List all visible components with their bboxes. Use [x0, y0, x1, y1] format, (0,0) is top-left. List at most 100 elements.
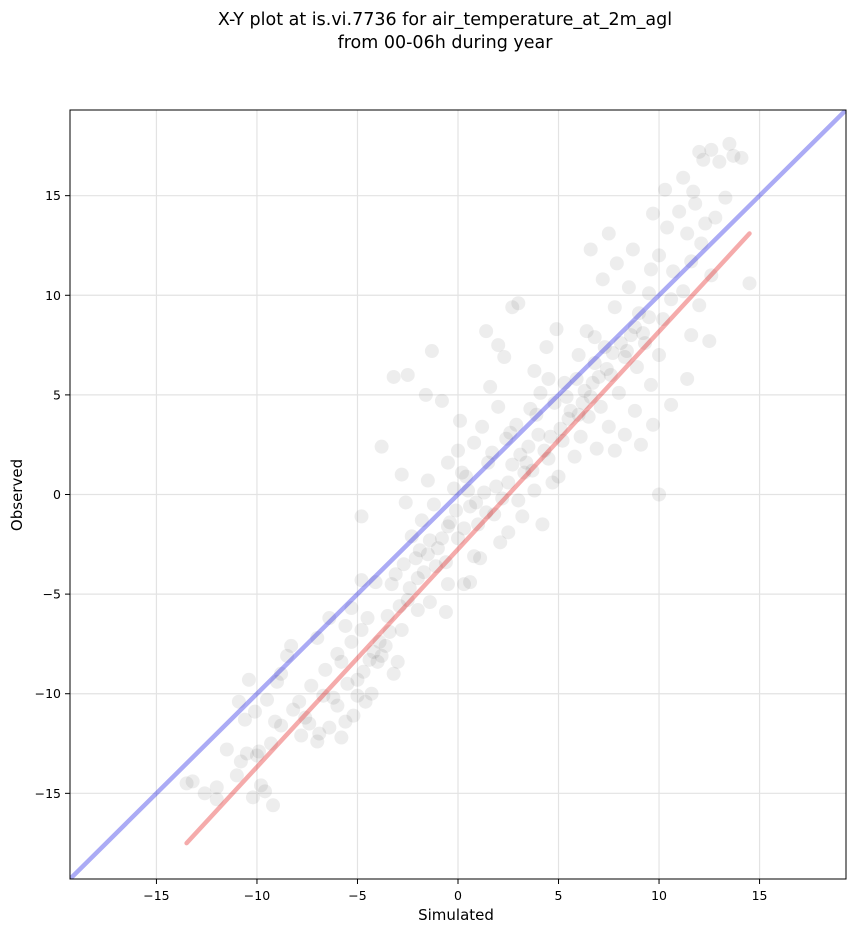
data-point: [643, 377, 658, 392]
y-tick-label: −10: [35, 686, 61, 701]
data-point: [266, 798, 281, 813]
data-point: [197, 786, 212, 801]
data-point: [698, 216, 713, 231]
data-point: [312, 726, 327, 741]
data-point: [434, 393, 449, 408]
data-point: [688, 196, 703, 211]
data-point: [692, 144, 707, 159]
data-point: [380, 609, 395, 624]
data-point: [589, 441, 604, 456]
data-point: [451, 443, 465, 458]
data-point: [294, 728, 309, 743]
data-point: [459, 469, 474, 484]
data-point: [549, 322, 564, 337]
data-point: [599, 361, 614, 376]
grid: [70, 110, 846, 879]
data-point: [487, 507, 502, 522]
y-tick-label: 5: [53, 387, 61, 402]
data-point: [438, 555, 453, 570]
data-point: [664, 292, 679, 307]
data-point: [513, 447, 528, 462]
data-point: [686, 184, 701, 199]
data-point: [440, 455, 455, 470]
data-point: [585, 375, 600, 390]
data-point: [708, 210, 723, 225]
data-point: [575, 395, 590, 410]
data-point: [344, 601, 359, 616]
scatter-points: [179, 136, 757, 813]
data-point: [422, 595, 437, 610]
data-point: [517, 465, 532, 480]
data-point: [455, 465, 470, 480]
data-point: [535, 517, 550, 532]
data-point: [284, 638, 299, 653]
data-point: [583, 389, 598, 404]
data-point: [646, 206, 661, 221]
data-point: [652, 487, 667, 502]
data-point: [621, 280, 636, 295]
data-point: [334, 730, 349, 745]
data-point: [394, 467, 409, 482]
data-point: [617, 350, 632, 365]
data-point: [442, 515, 457, 530]
data-point: [505, 300, 520, 315]
data-point: [398, 495, 413, 510]
y-tick-label: 10: [45, 288, 61, 303]
data-point: [326, 690, 341, 705]
data-point: [742, 276, 757, 291]
data-point: [559, 389, 574, 404]
data-point: [469, 495, 484, 510]
y-tick-label: 15: [45, 188, 61, 203]
data-point: [286, 702, 301, 717]
x-tick-label: −15: [143, 888, 169, 903]
data-point: [477, 485, 492, 500]
data-point: [368, 575, 383, 590]
data-point: [258, 784, 273, 799]
data-point: [623, 328, 638, 343]
data-point: [529, 407, 544, 422]
data-point: [718, 190, 733, 205]
y-axis-ticks: −15 −10 −5 0 5 10 15: [35, 188, 70, 801]
data-point: [587, 356, 602, 371]
data-point: [392, 599, 407, 614]
data-point: [386, 369, 401, 384]
data-point: [386, 666, 401, 681]
data-point: [438, 605, 453, 620]
data-point: [483, 379, 498, 394]
data-point: [684, 254, 699, 269]
data-point: [440, 519, 455, 534]
data-point: [603, 367, 618, 382]
data-point: [722, 136, 737, 151]
y-tick-label: −5: [43, 587, 61, 602]
data-point: [229, 768, 244, 783]
data-point: [318, 662, 333, 677]
data-point: [676, 170, 691, 185]
data-point: [629, 359, 644, 374]
data-point: [571, 348, 586, 363]
data-point: [420, 547, 435, 562]
data-point: [274, 718, 289, 733]
data-point: [451, 531, 465, 546]
data-point: [527, 483, 542, 498]
data-point: [304, 678, 319, 693]
data-point: [453, 413, 468, 428]
data-point: [561, 411, 576, 426]
data-point: [420, 473, 435, 488]
data-point: [637, 336, 652, 351]
chart-title-line-1: X-Y plot at is.vi.7736 for air_temperatu…: [218, 10, 672, 30]
data-point: [360, 611, 375, 626]
data-point: [605, 346, 620, 361]
data-point: [533, 385, 548, 400]
data-point: [237, 712, 252, 727]
data-point: [322, 611, 337, 626]
data-point: [479, 505, 494, 520]
data-point: [394, 622, 409, 637]
data-point: [597, 340, 612, 355]
data-point: [607, 443, 622, 458]
data-point: [497, 350, 512, 365]
data-point: [613, 336, 628, 351]
data-point: [652, 348, 667, 363]
x-tick-label: −5: [348, 888, 366, 903]
data-point: [601, 419, 616, 434]
data-point: [270, 674, 285, 689]
